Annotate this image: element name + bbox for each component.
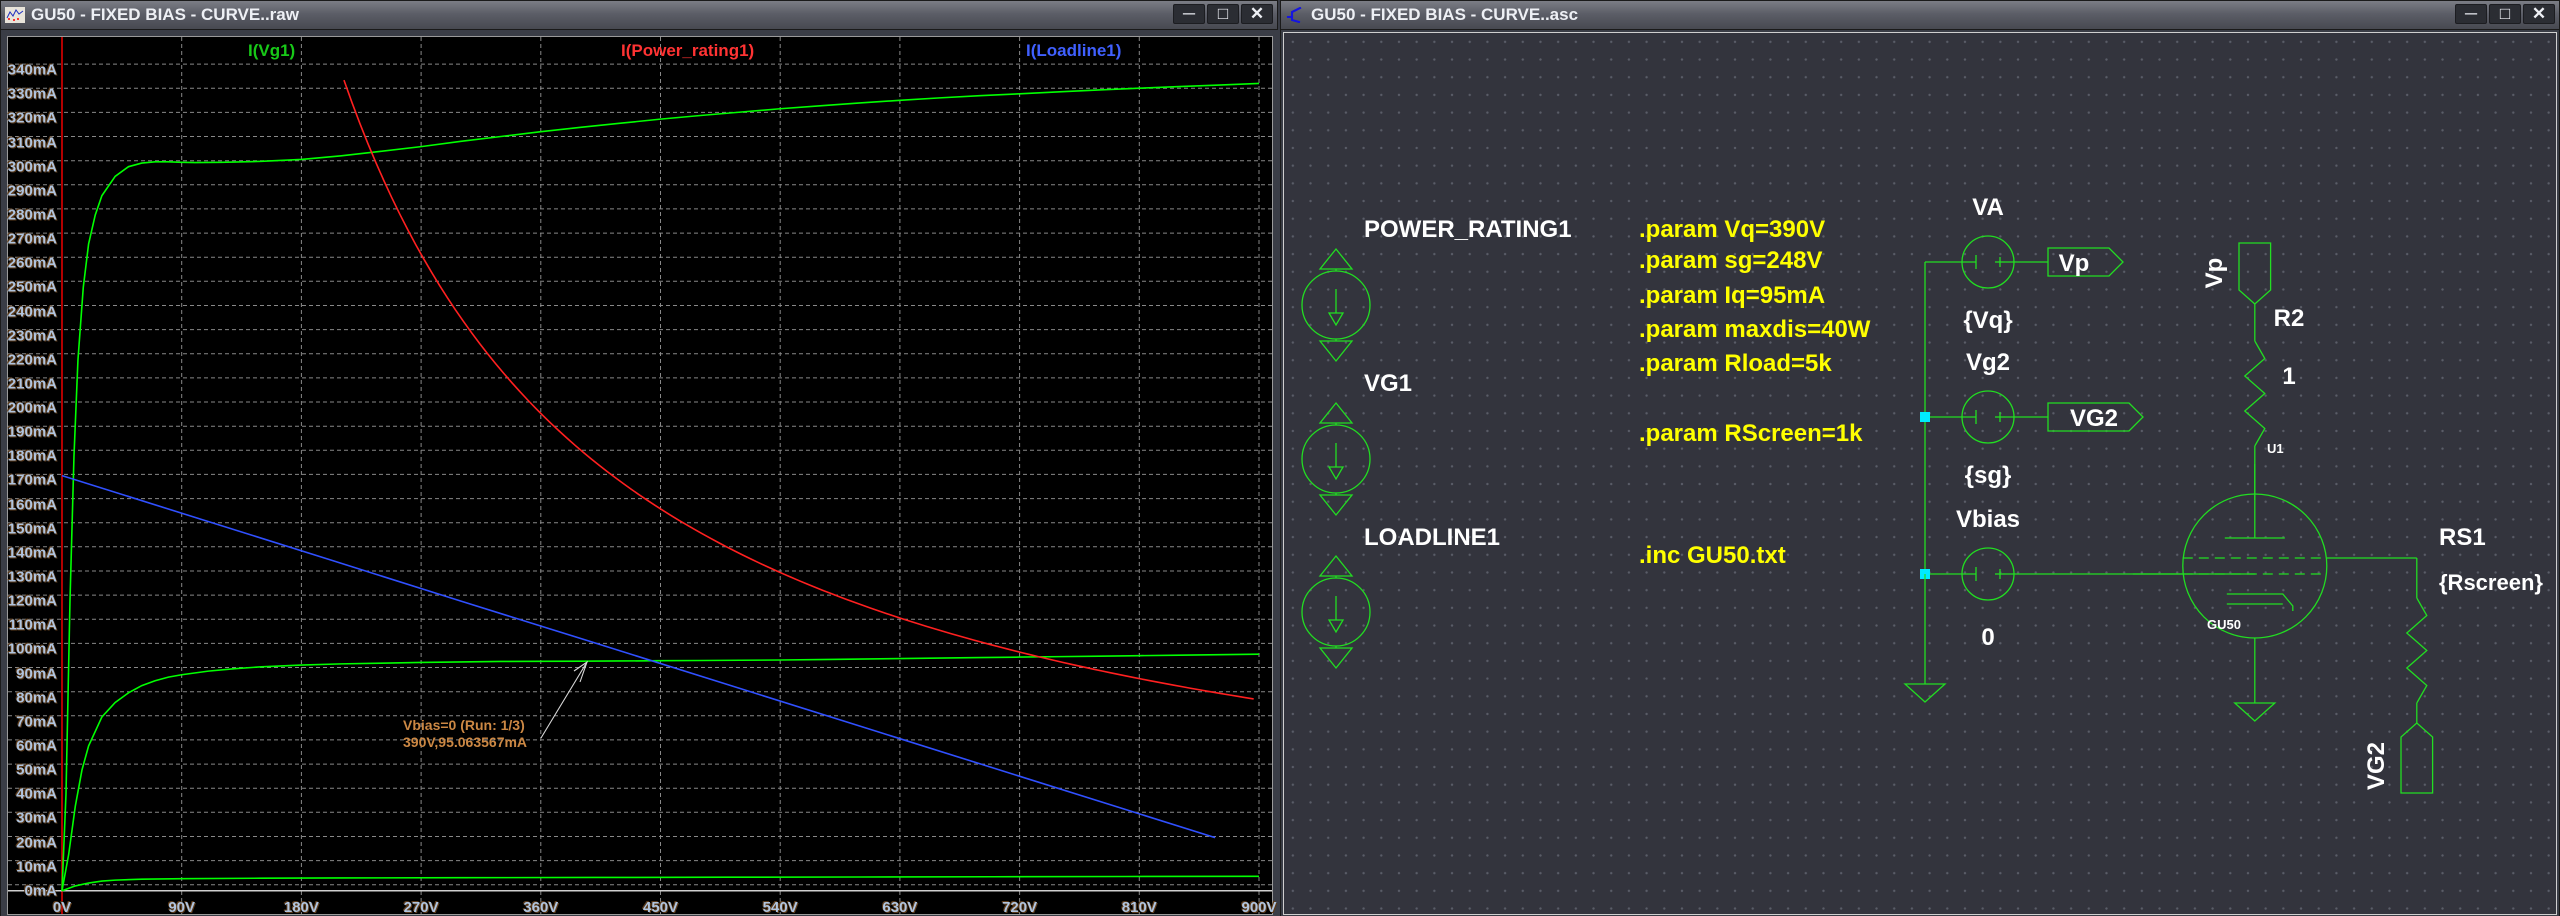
svg-text:0: 0: [1981, 624, 1994, 651]
svg-text:.param sg=248V: .param sg=248V: [1639, 247, 1822, 274]
svg-text:Vg2: Vg2: [1966, 349, 2010, 376]
svg-text:POWER_RATING1: POWER_RATING1: [1364, 216, 1572, 243]
svg-text:{Vq}: {Vq}: [1963, 307, 2012, 334]
svg-text:VG2: VG2: [2363, 742, 2390, 790]
svg-text:{Rscreen}: {Rscreen}: [2439, 570, 2543, 595]
svg-text:GU50: GU50: [2207, 617, 2241, 632]
svg-text:1: 1: [2282, 363, 2295, 390]
svg-text:.inc GU50.txt: .inc GU50.txt: [1639, 542, 1786, 569]
svg-text:VA: VA: [1972, 194, 2004, 221]
svg-text:.param RScreen=1k: .param RScreen=1k: [1639, 420, 1863, 447]
svg-text:.param Iq=95mA: .param Iq=95mA: [1639, 282, 1825, 309]
svg-text:R2: R2: [2274, 305, 2305, 332]
svg-text:Vbias: Vbias: [1956, 506, 2020, 533]
svg-text:U1: U1: [2267, 441, 2284, 456]
svg-text:{sg}: {sg}: [1965, 462, 2012, 489]
svg-text:VG2: VG2: [2070, 405, 2118, 432]
svg-text:Vp: Vp: [2201, 258, 2228, 289]
svg-text:Vp: Vp: [2059, 250, 2090, 277]
svg-text:VG1: VG1: [1364, 370, 1412, 397]
svg-text:LOADLINE1: LOADLINE1: [1364, 524, 1500, 551]
svg-text:.param maxdis=40W: .param maxdis=40W: [1639, 316, 1871, 343]
svg-text:.param Vq=390V: .param Vq=390V: [1639, 216, 1825, 243]
svg-text:.param Rload=5k: .param Rload=5k: [1639, 350, 1832, 377]
svg-text:RS1: RS1: [2439, 524, 2486, 551]
